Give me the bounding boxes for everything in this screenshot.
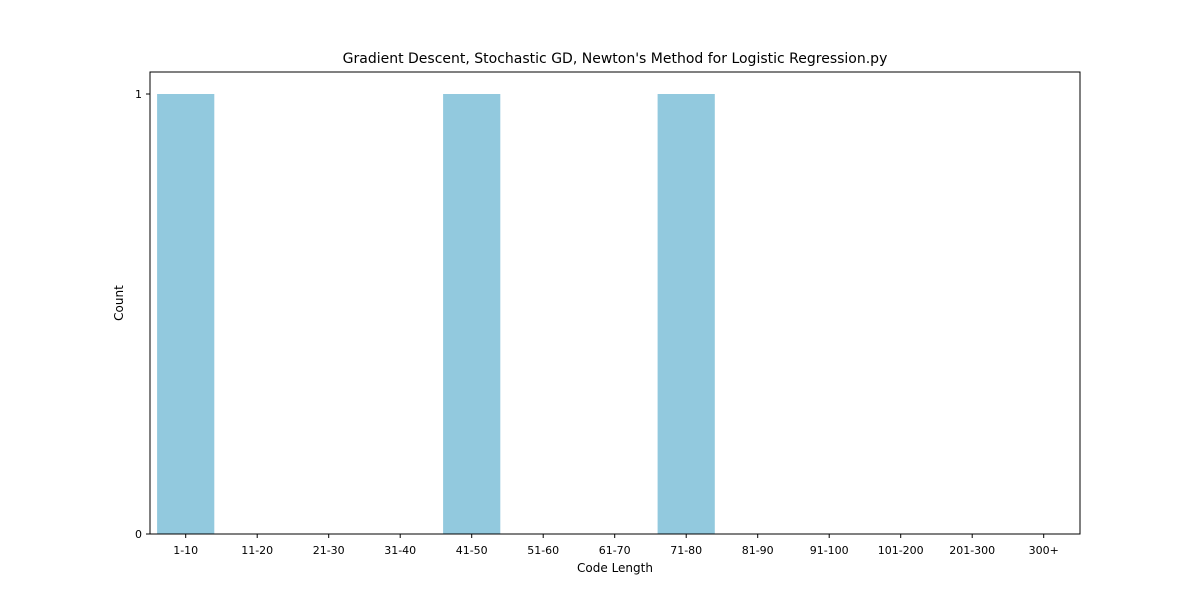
x-ticks-group: 1-10 11-20 21-30 31-40 41-50 51-60 61-70 71-80 8… (173, 534, 1059, 557)
x-tick-label: 81-90 (742, 544, 774, 557)
y-tick-label: 1 (135, 88, 142, 101)
y-axis-label: Count (112, 285, 126, 321)
x-tick-label: 1-10 (173, 544, 198, 557)
x-tick-label: 71-80 (670, 544, 702, 557)
x-axis-label: Code Length (577, 561, 653, 575)
x-tick-label: 101-200 (878, 544, 924, 557)
chart-title: Gradient Descent, Stochastic GD, Newton'… (343, 51, 888, 67)
x-tick-label: 11-20 (241, 544, 273, 557)
bar-71-80 (657, 94, 715, 534)
y-tick-label: 0 (135, 528, 142, 541)
bar-1-10 (157, 94, 215, 534)
bar-41-50 (443, 94, 501, 534)
plot-frame (149, 71, 1081, 535)
y-ticks-group: 01 (135, 88, 150, 541)
bars-group (157, 94, 715, 534)
x-tick-label: 91-100 (810, 544, 849, 557)
x-tick-label: 300+ (1029, 544, 1059, 557)
x-tick-label: 41-50 (456, 544, 488, 557)
x-tick-label: 61-70 (599, 544, 631, 557)
x-tick-label: 201-300 (949, 544, 995, 557)
x-tick-label: 21-30 (313, 544, 345, 557)
x-tick-label: 31-40 (384, 544, 416, 557)
x-tick-label: 51-60 (527, 544, 559, 557)
